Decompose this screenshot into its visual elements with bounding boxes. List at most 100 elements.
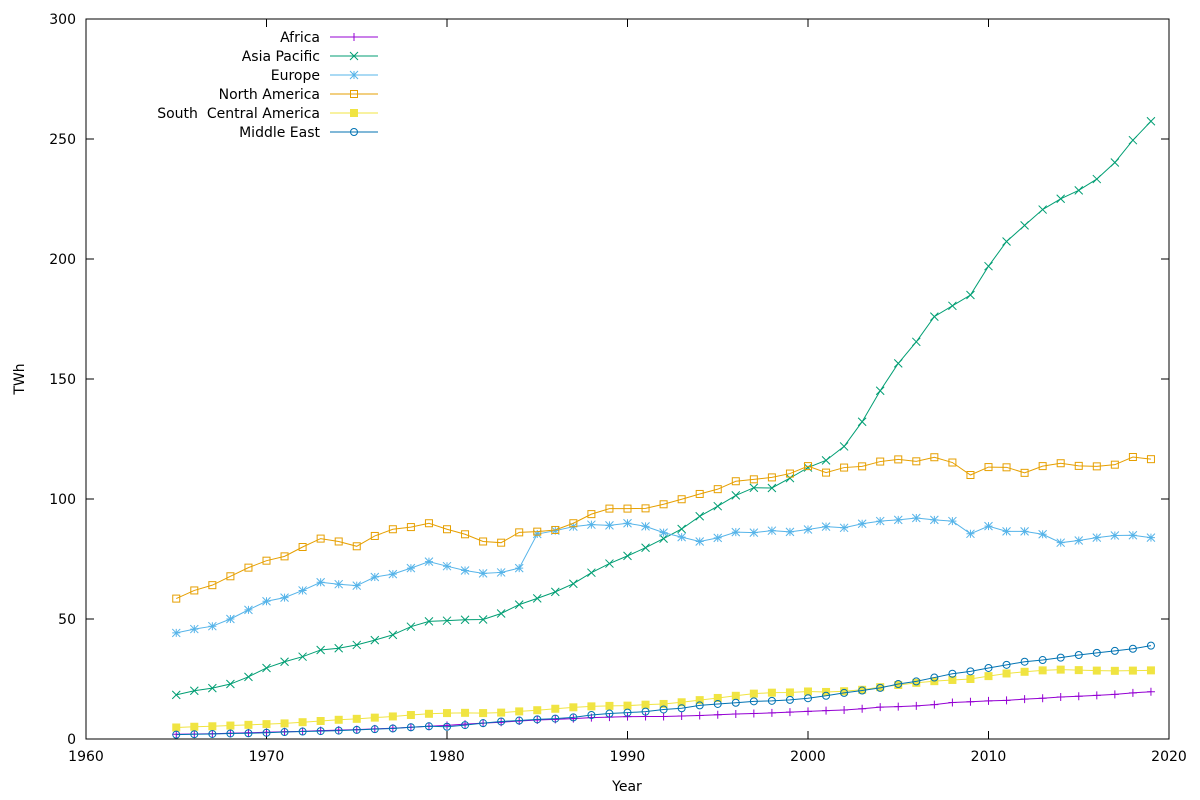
data-point-asia-pacific: [875, 386, 885, 396]
data-point-south-central-america: [443, 709, 451, 718]
data-point-middle-east: [569, 713, 578, 722]
data-point-asia-pacific: [1038, 205, 1048, 214]
data-point-south-central-america: [731, 691, 740, 700]
data-point-middle-east: [1074, 651, 1083, 659]
data-point-asia-pacific: [641, 543, 650, 553]
data-point-africa: [930, 700, 939, 709]
data-point-north-america: [767, 473, 776, 482]
legend-item-europe: Europe: [271, 68, 378, 84]
data-point-middle-east: [677, 704, 686, 713]
data-point-asia-pacific: [388, 630, 398, 640]
data-point-north-america: [172, 594, 181, 603]
legend-label: Middle East: [239, 125, 320, 141]
data-point-middle-east: [749, 697, 758, 706]
data-point-europe: [550, 526, 560, 536]
data-point-asia-pacific: [911, 337, 921, 347]
x-tick-label: 1990: [610, 749, 646, 765]
data-point-middle-east: [912, 677, 921, 686]
data-point-africa: [1092, 691, 1101, 700]
data-point-middle-east: [497, 717, 506, 726]
data-point-north-america: [1128, 453, 1137, 461]
data-point-asia-pacific: [424, 617, 434, 626]
data-point-europe: [1128, 530, 1138, 540]
data-point-africa: [1074, 692, 1083, 701]
data-point-europe: [659, 528, 668, 537]
data-point-north-america: [1020, 468, 1029, 477]
data-point-asia-pacific: [785, 473, 795, 483]
data-point-africa: [695, 711, 704, 720]
data-point-middle-east: [172, 730, 181, 739]
data-point-south-central-america: [713, 693, 722, 702]
data-point-south-central-america: [1002, 669, 1011, 678]
data-point-asia-pacific: [1128, 135, 1138, 145]
data-point-asia-pacific: [893, 359, 903, 368]
data-point-north-america: [587, 510, 596, 519]
data-point-europe: [911, 513, 921, 523]
data-point-europe: [767, 526, 777, 536]
data-point-north-america: [262, 556, 271, 565]
data-point-asia-pacific: [352, 640, 362, 650]
data-point-middle-east: [1038, 656, 1047, 665]
data-point-europe: [370, 572, 380, 582]
data-point-south-central-america: [1020, 667, 1029, 676]
data-point-africa: [912, 701, 921, 710]
data-point-africa: [659, 712, 668, 721]
data-point-europe: [839, 523, 849, 533]
data-point-africa: [858, 704, 867, 713]
data-point-middle-east: [930, 673, 939, 682]
data-point-asia-pacific: [984, 261, 993, 271]
data-point-south-central-america: [749, 689, 758, 698]
data-point-south-central-america: [569, 703, 578, 712]
legend-swatch-marker: [350, 109, 358, 117]
data-point-asia-pacific: [496, 609, 506, 618]
data-point-south-central-america: [515, 707, 524, 716]
data-point-north-america: [1092, 462, 1101, 471]
data-point-north-america: [695, 489, 704, 498]
y-tick-label: 250: [49, 132, 76, 148]
data-point-middle-east: [316, 727, 325, 736]
data-point-south-central-america: [785, 688, 794, 697]
data-point-north-america: [479, 537, 488, 546]
legend-label: Asia Pacific: [242, 49, 320, 65]
data-point-europe: [749, 528, 759, 537]
data-point-europe: [605, 521, 614, 530]
series-line-north-america: [176, 456, 1152, 600]
data-point-middle-east: [515, 716, 524, 725]
data-point-south-central-america: [479, 709, 488, 718]
data-point-north-america: [1146, 455, 1155, 464]
data-point-south-central-america: [461, 708, 470, 717]
data-point-north-america: [984, 463, 993, 472]
data-point-asia-pacific: [298, 652, 307, 662]
legend-item-north-america: North America: [219, 87, 378, 103]
data-point-europe: [821, 522, 831, 531]
data-point-south-central-america: [352, 714, 361, 723]
data-point-middle-east: [1092, 648, 1101, 657]
data-point-asia-pacific: [244, 672, 253, 682]
data-point-middle-east: [767, 696, 776, 705]
data-point-middle-east: [785, 695, 794, 704]
data-point-middle-east: [352, 725, 361, 734]
data-point-middle-east: [461, 721, 470, 730]
data-point-north-america: [208, 581, 217, 590]
data-point-africa: [641, 712, 650, 721]
data-point-europe: [478, 569, 488, 578]
data-point-south-central-america: [1146, 666, 1155, 675]
data-point-north-america: [858, 462, 867, 471]
data-point-south-central-america: [497, 708, 506, 717]
data-point-north-america: [930, 453, 939, 462]
series-asia-pacific: [171, 116, 1156, 700]
data-point-asia-pacific: [713, 501, 723, 511]
data-point-middle-east: [424, 722, 433, 731]
data-point-asia-pacific: [803, 463, 813, 472]
data-point-africa: [894, 702, 903, 711]
data-point-middle-east: [1128, 644, 1137, 653]
data-point-asia-pacific: [478, 615, 488, 624]
data-point-asia-pacific: [316, 645, 326, 655]
data-point-south-central-america: [316, 717, 325, 725]
data-point-asia-pacific: [171, 690, 181, 700]
data-point-asia-pacific: [749, 483, 759, 493]
data-point-middle-east: [262, 728, 271, 737]
data-point-europe: [388, 569, 398, 579]
data-point-north-america: [461, 530, 470, 539]
y-tick-label: 150: [49, 372, 76, 388]
